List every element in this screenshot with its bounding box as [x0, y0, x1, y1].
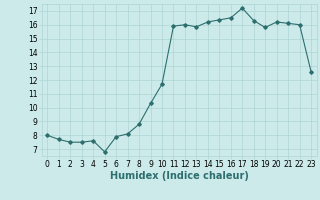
X-axis label: Humidex (Indice chaleur): Humidex (Indice chaleur) [110, 171, 249, 181]
